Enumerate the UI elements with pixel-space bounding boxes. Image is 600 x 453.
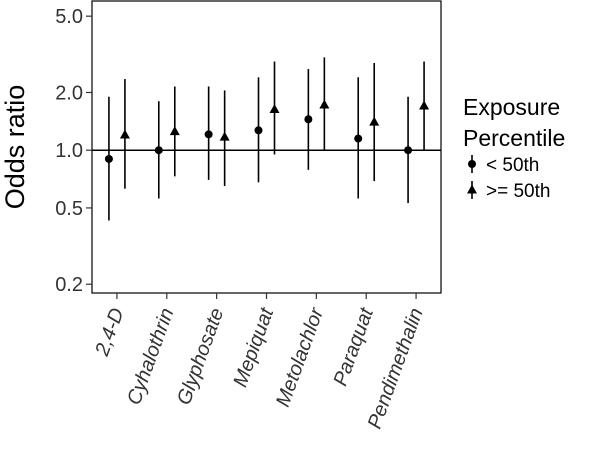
- point-circle: [104, 154, 113, 163]
- point-triangle: [219, 131, 230, 141]
- point-triangle: [419, 100, 430, 110]
- point-circle: [154, 146, 163, 155]
- data-marks: [104, 57, 430, 221]
- legend: Exposure Percentile < 50th >= 50th: [463, 94, 565, 202]
- x-tick-label: Mepiquat: [229, 304, 278, 390]
- legend-label: >= 50th: [486, 181, 550, 202]
- legend-key-triangle: [467, 184, 477, 194]
- point-triangle: [319, 99, 330, 109]
- x-tick-label: Metolachlor: [272, 304, 328, 410]
- x-tick-label: Paraquat: [329, 304, 378, 389]
- point-triangle: [269, 104, 280, 114]
- series-above-50th: [119, 57, 430, 189]
- y-axis-title: Odds ratio: [0, 85, 30, 210]
- point-circle: [254, 126, 263, 135]
- point-circle: [304, 115, 313, 124]
- y-axis: 0.2 0.5 1.0 2.0 5.0: [55, 6, 92, 296]
- series-below-50th: [104, 69, 413, 221]
- point-triangle: [119, 129, 130, 139]
- point-circle: [354, 134, 363, 143]
- point-circle: [204, 130, 213, 139]
- point-triangle: [369, 116, 380, 126]
- legend-label: < 50th: [486, 155, 539, 176]
- point-triangle: [169, 126, 180, 136]
- legend-key-circle: [468, 160, 476, 168]
- legend-title-line: Percentile: [463, 125, 565, 151]
- point-circle: [404, 146, 413, 155]
- y-tick-label: 0.2: [55, 274, 83, 296]
- y-tick-label: 5.0: [55, 6, 83, 28]
- plot-panel: [91, 0, 442, 294]
- legend-title-line: Exposure: [463, 94, 560, 120]
- x-tick-label: 2,4-D: [91, 305, 129, 359]
- y-tick-label: 2.0: [55, 82, 83, 104]
- y-tick-label: 1.0: [55, 140, 83, 162]
- x-tick-label: Glyphosate: [173, 305, 228, 408]
- y-tick-label: 0.5: [55, 198, 83, 220]
- x-tick-label: Cyhalothrin: [123, 305, 178, 408]
